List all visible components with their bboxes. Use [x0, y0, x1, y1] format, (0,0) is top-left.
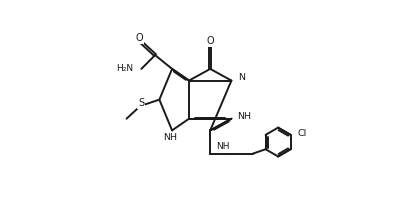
- Text: N: N: [238, 73, 245, 82]
- Text: H₂N: H₂N: [116, 64, 133, 73]
- Text: O: O: [136, 33, 143, 43]
- Text: NH: NH: [163, 133, 177, 142]
- Text: Cl: Cl: [298, 129, 307, 138]
- Text: NH: NH: [237, 112, 251, 121]
- Text: NH: NH: [216, 142, 230, 151]
- Text: O: O: [206, 36, 214, 46]
- Text: S: S: [138, 98, 144, 108]
